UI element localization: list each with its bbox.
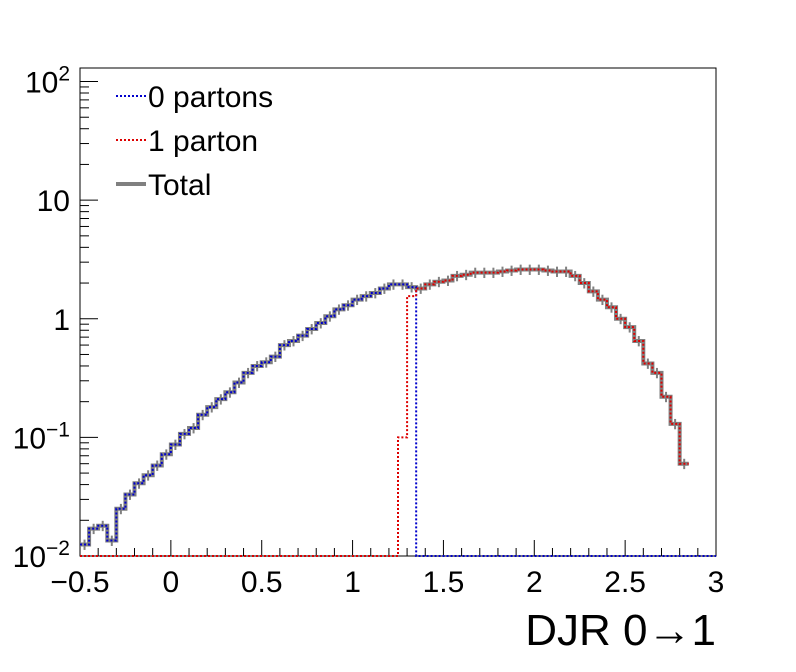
y-tick-label-exponent: 2 <box>58 63 70 86</box>
x-tick-label: 2.5 <box>604 566 646 599</box>
series-line-0-partons <box>80 283 716 557</box>
legend-label: 1 parton <box>148 125 258 158</box>
series-line-1-parton <box>80 268 689 557</box>
y-tick-label-exponent: −2 <box>46 537 70 560</box>
y-tick-label: 102 <box>25 63 70 100</box>
x-tick-labels: −0.5 0 0.5 1 1.5 2 2.5 3 <box>50 566 724 599</box>
series-line-total <box>80 267 689 547</box>
y-tick-label: 10 <box>37 185 70 218</box>
legend-label: 0 partons <box>148 81 273 114</box>
x-tick-label: 1 <box>344 566 361 599</box>
x-tick-label: 0 <box>163 566 180 599</box>
x-tick-label: 2 <box>526 566 543 599</box>
y-tick-label-base: 10 <box>13 541 46 574</box>
x-tick-label: 3 <box>708 566 725 599</box>
y-tick-label-exponent: −1 <box>46 418 70 441</box>
y-tick-label-base: 10 <box>13 422 46 455</box>
y-tick-label-base: 1 <box>53 304 70 337</box>
x-axis-title: DJR 0→1 <box>525 606 716 655</box>
x-tick-label: −0.5 <box>50 566 109 599</box>
y-tick-label-base: 10 <box>25 67 58 100</box>
x-tick-label: 1.5 <box>423 566 465 599</box>
y-tick-label: 10−2 <box>13 537 70 574</box>
y-tick-label-base: 10 <box>37 185 70 218</box>
x-tick-label: 0.5 <box>241 566 283 599</box>
legend: 0 partons 1 parton Total <box>116 81 273 202</box>
series-layer <box>80 264 716 557</box>
y-tick-label: 10−1 <box>13 418 70 455</box>
y-tick-label: 1 <box>53 304 70 337</box>
legend-label: Total <box>148 169 211 202</box>
